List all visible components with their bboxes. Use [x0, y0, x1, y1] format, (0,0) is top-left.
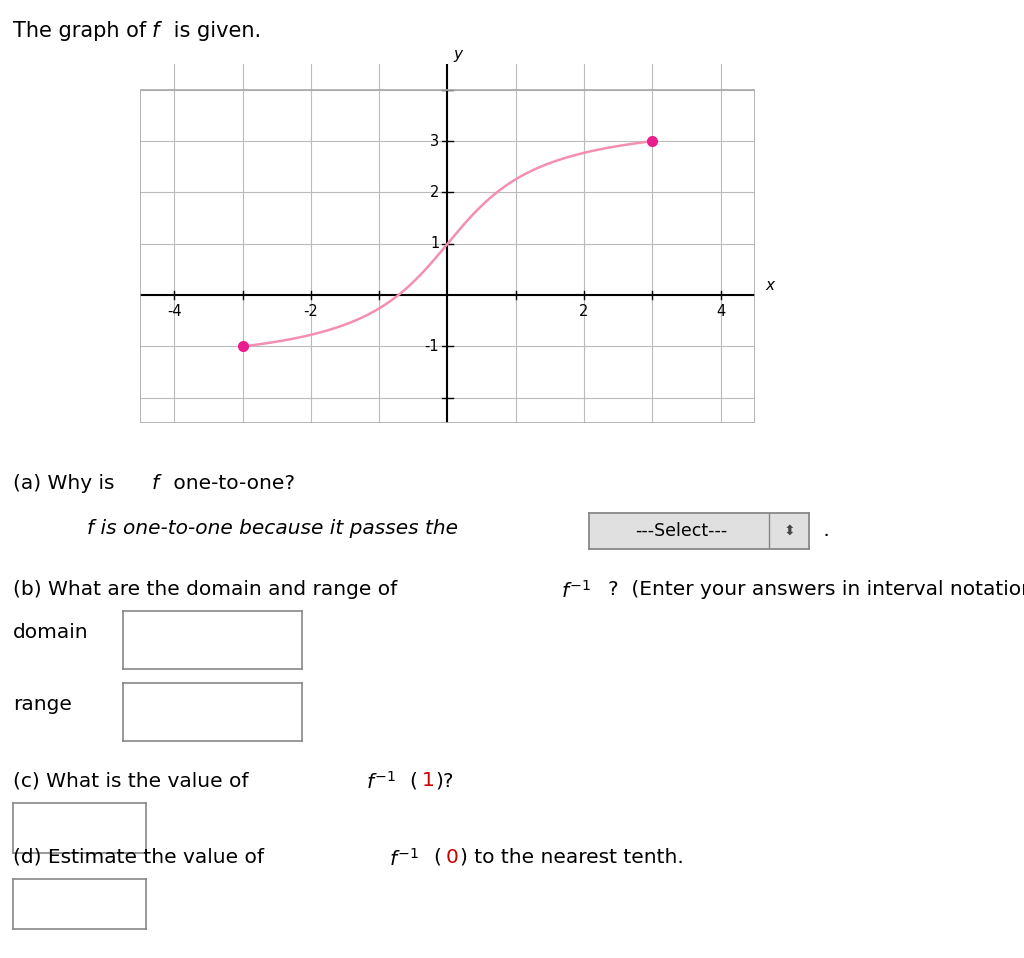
Text: (c) What is the value of: (c) What is the value of: [13, 771, 255, 790]
Text: $f^{-1}$: $f^{-1}$: [366, 771, 395, 793]
Text: one-to-one?: one-to-one?: [167, 474, 295, 493]
Text: x: x: [765, 278, 774, 292]
Text: -4: -4: [167, 305, 181, 319]
Text: y: y: [453, 47, 462, 61]
Text: (a) Why is: (a) Why is: [13, 474, 121, 493]
Text: (d) Estimate the value of: (d) Estimate the value of: [13, 848, 270, 867]
Text: f: f: [152, 21, 159, 41]
Text: f is one-to-one because it passes the: f is one-to-one because it passes the: [87, 519, 465, 538]
Text: 1: 1: [422, 771, 435, 790]
Text: 2: 2: [430, 185, 439, 200]
Text: .: .: [817, 521, 829, 540]
Text: ?  (Enter your answers in interval notation.): ? (Enter your answers in interval notati…: [608, 580, 1024, 599]
Text: $f^{-1}$: $f^{-1}$: [561, 580, 591, 602]
Text: (: (: [433, 848, 441, 867]
Text: ---Select---: ---Select---: [635, 522, 727, 539]
Text: 2: 2: [580, 305, 589, 319]
Text: )?: )?: [435, 771, 454, 790]
Text: is given.: is given.: [167, 21, 261, 41]
Text: -1: -1: [425, 339, 439, 354]
Text: 4: 4: [716, 305, 725, 319]
Text: domain: domain: [13, 623, 89, 642]
Text: (b) What are the domain and range of: (b) What are the domain and range of: [13, 580, 403, 599]
Text: (: (: [410, 771, 418, 790]
Text: f: f: [152, 474, 159, 493]
Text: $f^{-1}$: $f^{-1}$: [389, 848, 419, 870]
Text: 1: 1: [430, 237, 439, 251]
Text: 3: 3: [430, 134, 439, 148]
Text: 0: 0: [445, 848, 459, 867]
Text: -2: -2: [303, 305, 318, 319]
Text: ⬍: ⬍: [783, 524, 795, 537]
Text: range: range: [13, 695, 72, 714]
Text: The graph of: The graph of: [13, 21, 154, 41]
Text: ) to the nearest tenth.: ) to the nearest tenth.: [460, 848, 684, 867]
